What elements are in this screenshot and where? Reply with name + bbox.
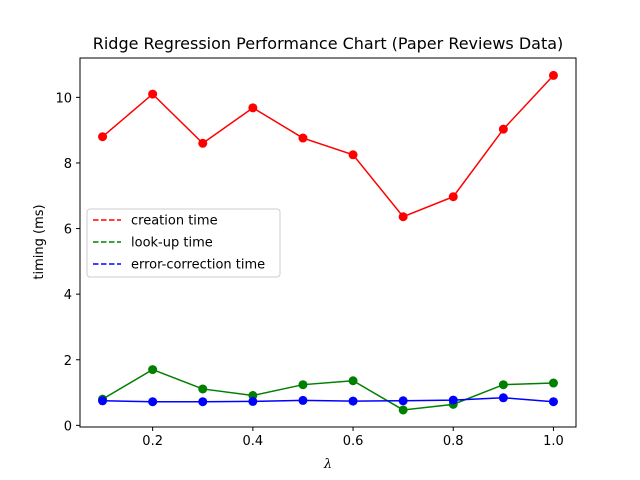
x-axis-label: λ	[323, 457, 332, 472]
legend: creation time look-up time error-correctio…	[86, 208, 281, 278]
data-point	[198, 384, 208, 394]
data-point	[398, 396, 408, 406]
y-axis-label: timing (ms)	[32, 204, 47, 279]
data-point	[548, 397, 558, 407]
data-point	[98, 396, 108, 406]
y-axis-ticks: 0 2 4 6 8 10	[55, 91, 80, 434]
series-line-0	[102, 74, 555, 218]
data-point	[98, 132, 108, 142]
data-point	[198, 138, 208, 148]
x-tick-label: 0.4	[243, 434, 264, 449]
data-point	[448, 395, 458, 405]
data-point	[398, 212, 408, 222]
data-point	[298, 380, 308, 390]
data-point	[148, 365, 158, 375]
data-point	[398, 405, 408, 415]
data-point	[348, 376, 358, 386]
data-point	[348, 396, 358, 406]
y-tick-label: 4	[64, 288, 72, 303]
series-line-2	[102, 397, 554, 403]
data-point	[348, 150, 358, 160]
data-point	[448, 192, 458, 202]
y-tick-label: 6	[64, 223, 72, 238]
legend-label: error-correction time	[131, 258, 265, 273]
legend-label: creation time	[131, 214, 218, 229]
x-axis-ticks: 0.2 0.4 0.6 0.8 1.0	[142, 427, 564, 449]
legend-box	[86, 208, 281, 278]
y-tick-label: 8	[64, 157, 72, 172]
data-point	[498, 393, 508, 403]
data-point	[498, 124, 508, 134]
data-point	[248, 396, 258, 406]
y-tick-label: 2	[64, 354, 72, 369]
data-point	[498, 380, 508, 390]
data-point	[148, 89, 158, 99]
data-point	[298, 133, 308, 143]
y-tick-label: 10	[55, 91, 72, 106]
plot-series	[98, 70, 558, 415]
x-tick-label: 0.2	[142, 434, 163, 449]
chart-title: Ridge Regression Performance Chart (Pape…	[93, 34, 564, 53]
x-tick-label: 1.0	[543, 434, 564, 449]
data-point	[548, 70, 558, 80]
data-point	[148, 397, 158, 407]
series-line-1	[102, 368, 554, 411]
data-point	[298, 395, 308, 405]
legend-label: look-up time	[131, 236, 213, 251]
x-tick-label: 0.8	[443, 434, 464, 449]
data-point	[248, 103, 258, 113]
x-tick-label: 0.6	[343, 434, 364, 449]
y-tick-label: 0	[64, 419, 72, 434]
data-point	[548, 378, 558, 388]
plot-frame	[79, 57, 577, 428]
data-point	[198, 397, 208, 407]
